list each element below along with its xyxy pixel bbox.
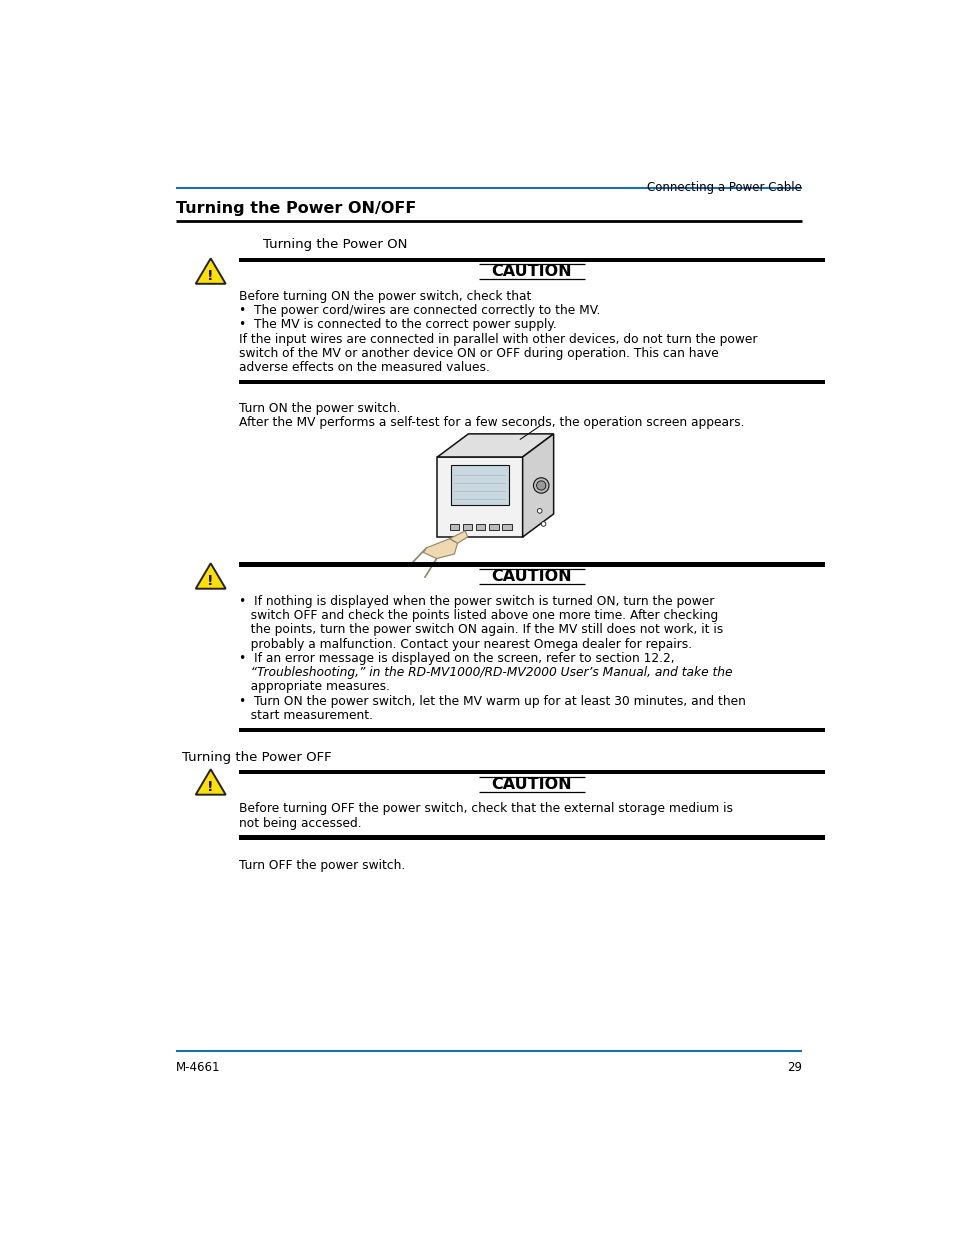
Bar bbox=[489, 524, 498, 530]
Text: the points, turn the power switch ON again. If the MV still does not work, it is: the points, turn the power switch ON aga… bbox=[239, 624, 723, 636]
Circle shape bbox=[533, 478, 548, 493]
Text: •  The MV is connected to the correct power supply.: • The MV is connected to the correct pow… bbox=[239, 319, 557, 331]
Text: •  If nothing is displayed when the power switch is turned ON, turn the power: • If nothing is displayed when the power… bbox=[239, 595, 714, 608]
Text: •  If an error message is displayed on the screen, refer to section 12.2,: • If an error message is displayed on th… bbox=[239, 652, 675, 664]
Polygon shape bbox=[522, 433, 553, 537]
Bar bbox=[239, 769, 823, 774]
Text: After the MV performs a self-test for a few seconds, the operation screen appear: After the MV performs a self-test for a … bbox=[239, 416, 744, 429]
Text: Turning the Power ON/OFF: Turning the Power ON/OFF bbox=[175, 200, 416, 216]
Text: appropriate measures.: appropriate measures. bbox=[239, 680, 390, 693]
Text: !: ! bbox=[207, 269, 213, 283]
Circle shape bbox=[540, 521, 545, 526]
Text: “Troubleshooting,” in the RD-MV1000/RD-MV2000 User’s Manual, and take the: “Troubleshooting,” in the RD-MV1000/RD-M… bbox=[239, 666, 732, 679]
Bar bbox=[239, 835, 823, 840]
Polygon shape bbox=[450, 464, 508, 505]
Text: Turning the Power OFF: Turning the Power OFF bbox=[182, 751, 332, 763]
Circle shape bbox=[537, 509, 541, 514]
Text: Turn OFF the power switch.: Turn OFF the power switch. bbox=[239, 858, 405, 872]
Text: Turn ON the power switch.: Turn ON the power switch. bbox=[239, 401, 400, 415]
Polygon shape bbox=[423, 538, 457, 558]
Text: Before turning OFF the power switch, check that the external storage medium is: Before turning OFF the power switch, che… bbox=[239, 803, 733, 815]
Text: Turning the Power ON: Turning the Power ON bbox=[262, 238, 407, 251]
Text: Before turning ON the power switch, check that: Before turning ON the power switch, chec… bbox=[239, 290, 531, 303]
Bar bbox=[239, 562, 823, 567]
Text: adverse effects on the measured values.: adverse effects on the measured values. bbox=[239, 361, 490, 374]
Text: not being accessed.: not being accessed. bbox=[239, 816, 361, 830]
Polygon shape bbox=[449, 531, 467, 543]
Text: switch of the MV or another device ON or OFF during operation. This can have: switch of the MV or another device ON or… bbox=[239, 347, 719, 359]
Text: CAUTION: CAUTION bbox=[491, 264, 572, 279]
Polygon shape bbox=[195, 563, 226, 589]
Polygon shape bbox=[436, 433, 553, 457]
Circle shape bbox=[536, 480, 545, 490]
Text: M-4661: M-4661 bbox=[175, 1061, 220, 1073]
Text: CAUTION: CAUTION bbox=[491, 569, 572, 584]
Text: start measurement.: start measurement. bbox=[239, 709, 373, 721]
Text: 29: 29 bbox=[786, 1061, 801, 1073]
Text: If the input wires are connected in parallel with other devices, do not turn the: If the input wires are connected in para… bbox=[239, 332, 757, 346]
Polygon shape bbox=[436, 457, 522, 537]
Polygon shape bbox=[195, 258, 226, 284]
Bar bbox=[239, 258, 823, 262]
Polygon shape bbox=[195, 769, 226, 794]
Text: •  The power cord/wires are connected correctly to the MV.: • The power cord/wires are connected cor… bbox=[239, 304, 600, 317]
Text: switch OFF and check the points listed above one more time. After checking: switch OFF and check the points listed a… bbox=[239, 609, 718, 622]
Bar bbox=[239, 380, 823, 384]
Text: !: ! bbox=[207, 574, 213, 588]
Bar bbox=[449, 524, 458, 530]
Text: probably a malfunction. Contact your nearest Omega dealer for repairs.: probably a malfunction. Contact your nea… bbox=[239, 637, 692, 651]
Text: CAUTION: CAUTION bbox=[491, 777, 572, 792]
Text: Connecting a Power Cable: Connecting a Power Cable bbox=[646, 182, 801, 194]
Bar bbox=[476, 524, 485, 530]
Text: !: ! bbox=[207, 781, 213, 794]
Bar bbox=[462, 524, 472, 530]
Bar bbox=[239, 727, 823, 732]
Bar bbox=[502, 524, 511, 530]
Text: •  Turn ON the power switch, let the MV warm up for at least 30 minutes, and the: • Turn ON the power switch, let the MV w… bbox=[239, 694, 745, 708]
